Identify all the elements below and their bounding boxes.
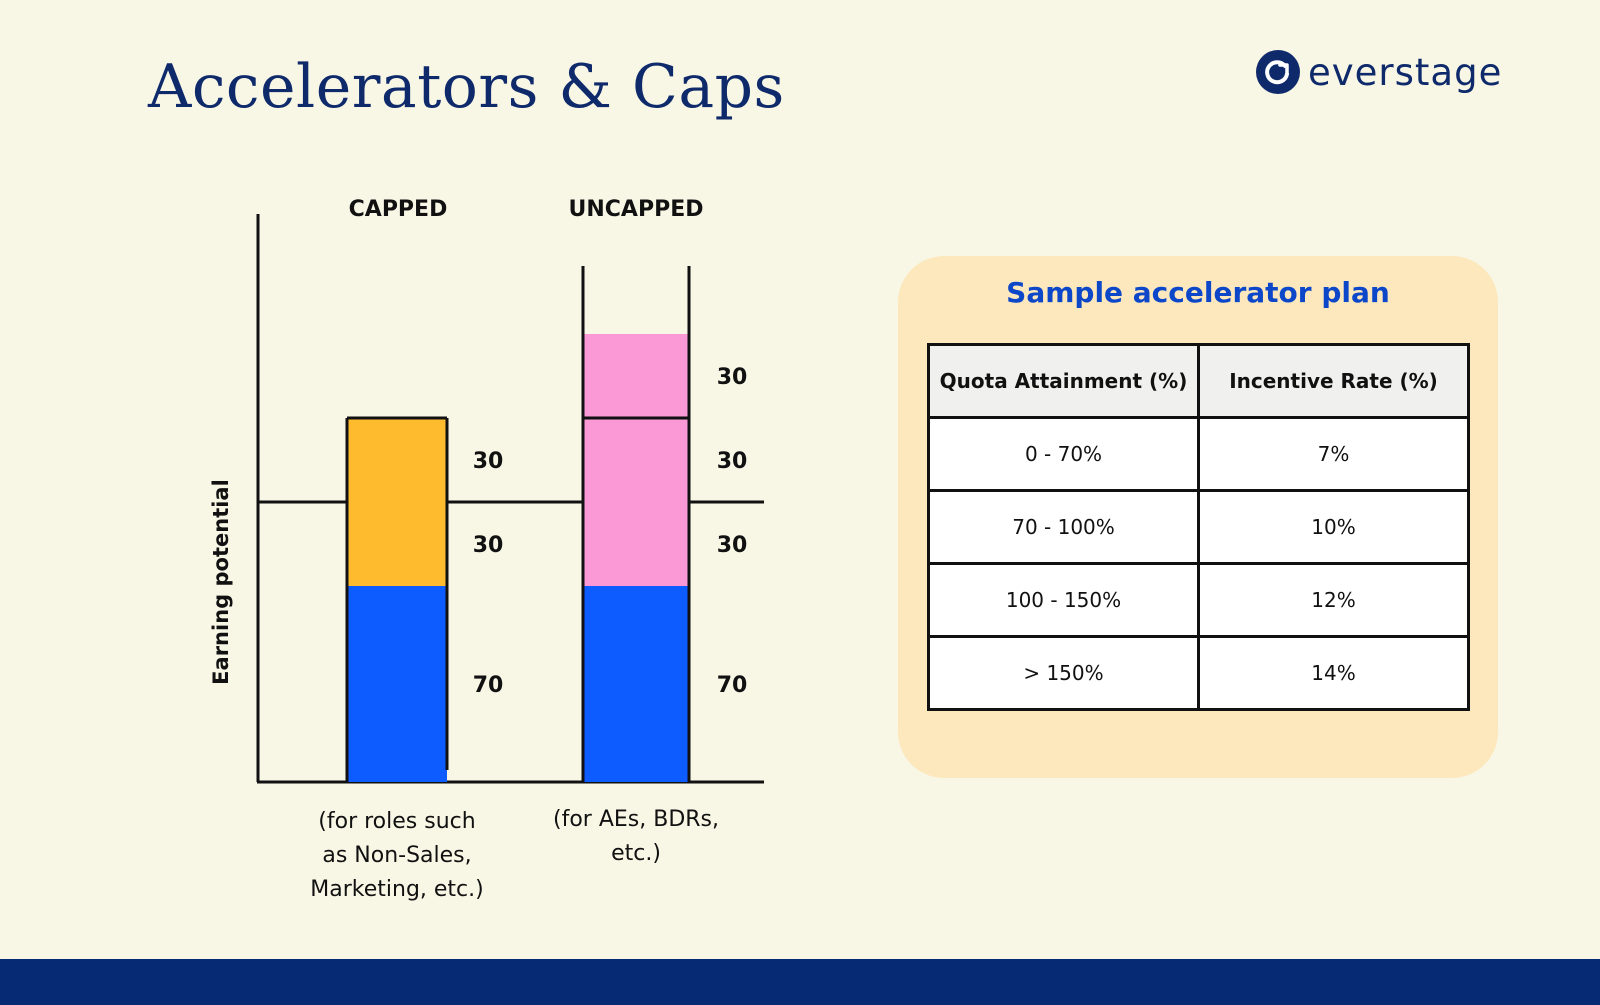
earning-potential-chart: Earning potential CAPPED UNCAPPED 70 30 30… — [209, 197, 764, 902]
rate-cell: 7% — [1197, 416, 1470, 492]
quota-cell: > 150% — [927, 635, 1200, 711]
y-axis-label: Earning potential — [209, 479, 233, 685]
accelerator-plan-card: Sample accelerator plan Quota Attainment… — [898, 256, 1498, 778]
category-caption-uncapped-line-1: etc.) — [611, 841, 661, 866]
page-title: Accelerators & Caps — [148, 52, 785, 122]
bar-segment-uncapped-3 — [583, 334, 689, 418]
category-label-capped: CAPPED — [349, 197, 448, 222]
table-row: 100 - 150% 12% — [927, 562, 1470, 638]
logo-text: everstage — [1308, 50, 1503, 94]
everstage-logo-icon — [1256, 50, 1300, 94]
rate-cell: 10% — [1197, 489, 1470, 565]
bar-segment-uncapped-1 — [583, 502, 689, 586]
bar-segment-capped-1 — [347, 502, 447, 586]
rate-cell: 12% — [1197, 562, 1470, 638]
data-label-uncapped-0: 70 — [717, 673, 748, 698]
header-incentive-rate: Incentive Rate (%) — [1197, 343, 1470, 419]
plan-title: Sample accelerator plan — [1006, 276, 1390, 309]
table-row: 0 - 70% 7% — [927, 416, 1470, 492]
bar-segment-capped-0 — [347, 586, 447, 782]
brand-logo: everstage — [1256, 50, 1502, 94]
category-caption-capped-line-1: as Non-Sales, — [322, 843, 471, 868]
quota-cell: 100 - 150% — [927, 562, 1200, 638]
category-caption-capped-line-2: Marketing, etc.) — [310, 877, 483, 902]
data-label-uncapped-2: 30 — [717, 449, 748, 474]
bar-segment-uncapped-0 — [583, 586, 689, 782]
quota-cell: 0 - 70% — [927, 416, 1200, 492]
data-label-capped-1: 30 — [473, 533, 504, 558]
data-label-uncapped-1: 30 — [717, 533, 748, 558]
category-caption-capped-line-0: (for roles such — [318, 809, 475, 834]
bar-segment-uncapped-2 — [583, 418, 689, 502]
data-label-capped-2: 30 — [473, 449, 504, 474]
header-quota-attainment: Quota Attainment (%) — [927, 343, 1200, 419]
quota-cell: 70 - 100% — [927, 489, 1200, 565]
table-row: > 150% 14% — [927, 635, 1470, 711]
data-label-capped-0: 70 — [473, 673, 504, 698]
footer-bar — [0, 959, 1600, 1005]
table-header-row: Quota Attainment (%) Incentive Rate (%) — [927, 343, 1470, 419]
rate-cell: 14% — [1197, 635, 1470, 711]
data-label-uncapped-3: 30 — [717, 365, 748, 390]
category-label-uncapped: UNCAPPED — [569, 197, 704, 222]
accelerator-plan-table: Quota Attainment (%) Incentive Rate (%) … — [927, 343, 1470, 711]
table-row: 70 - 100% 10% — [927, 489, 1470, 565]
bar-segment-capped-2 — [347, 418, 447, 502]
category-caption-uncapped-line-0: (for AEs, BDRs, — [553, 807, 719, 832]
